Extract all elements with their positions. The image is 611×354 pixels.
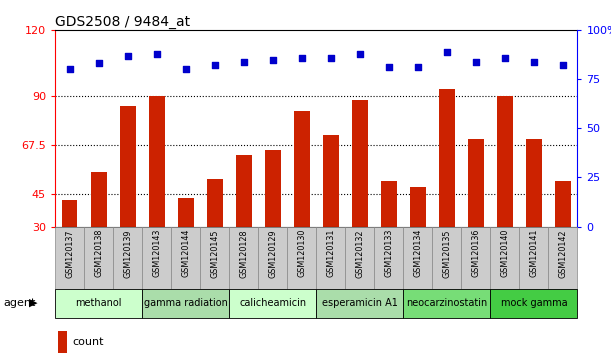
Text: mock gamma: mock gamma [500,298,567,308]
Text: GSM120128: GSM120128 [239,229,248,278]
Text: GSM120141: GSM120141 [529,229,538,278]
Bar [549,227,577,289]
Bar [142,289,229,318]
Bar [236,154,252,292]
Bar [178,198,194,292]
Text: GSM120138: GSM120138 [94,229,103,278]
Point [181,67,191,72]
Text: GSM120129: GSM120129 [268,229,277,278]
Bar [120,107,136,292]
Bar [345,227,374,289]
Text: gamma radiation: gamma radiation [144,298,227,308]
Point [239,59,249,64]
Bar [381,181,397,292]
Point [123,53,133,58]
Bar [352,100,368,292]
Text: GSM120143: GSM120143 [152,229,161,278]
Point [268,57,277,62]
Text: GSM120132: GSM120132 [355,229,364,278]
Point [500,55,510,61]
Point [93,61,103,66]
Bar [57,331,67,353]
Bar [62,200,78,292]
Text: GSM120137: GSM120137 [65,229,74,278]
Bar [490,289,577,318]
Point [413,64,423,70]
Text: GSM120135: GSM120135 [442,229,452,278]
Bar [84,227,113,289]
Point [558,63,568,68]
Bar [497,96,513,292]
Text: GDS2508 / 9484_at: GDS2508 / 9484_at [55,15,190,29]
Bar [90,172,106,292]
Bar [287,227,316,289]
Text: calicheamicin: calicheamicin [239,298,306,308]
Bar [316,289,403,318]
Bar [468,139,484,292]
Text: methanol: methanol [75,298,122,308]
Bar [55,227,84,289]
Text: neocarzinostatin: neocarzinostatin [406,298,488,308]
Bar [519,227,549,289]
Bar [229,227,258,289]
Bar [316,227,345,289]
Text: GSM120136: GSM120136 [471,229,480,278]
Text: GSM120140: GSM120140 [500,229,510,278]
Text: GSM120139: GSM120139 [123,229,132,278]
Bar [403,289,490,318]
Bar [461,227,490,289]
Bar [148,96,164,292]
Bar [258,227,287,289]
Text: GSM120144: GSM120144 [181,229,190,278]
Bar [490,227,519,289]
Text: GSM120131: GSM120131 [326,229,335,278]
Bar [55,289,142,318]
Text: GSM120133: GSM120133 [384,229,393,278]
Bar [526,139,542,292]
Point [355,51,365,57]
Text: count: count [72,337,104,347]
Text: GSM120134: GSM120134 [413,229,422,278]
Point [65,67,75,72]
Bar [410,187,426,292]
Bar [171,227,200,289]
Bar [200,227,229,289]
Point [152,51,161,57]
Point [529,59,539,64]
Text: GSM120142: GSM120142 [558,229,568,278]
Point [442,49,452,55]
Bar [374,227,403,289]
Point [297,55,307,61]
Bar [323,135,338,292]
Text: ▶: ▶ [29,298,38,308]
Bar [294,111,310,292]
Bar [555,181,571,292]
Bar [439,89,455,292]
Bar [265,150,280,292]
Text: GSM120145: GSM120145 [210,229,219,278]
Bar [207,178,222,292]
Point [471,59,481,64]
Text: esperamicin A1: esperamicin A1 [322,298,398,308]
Bar [142,227,171,289]
Point [210,63,219,68]
Bar [113,227,142,289]
Bar [432,227,461,289]
Text: GSM120130: GSM120130 [297,229,306,278]
Point [326,55,335,61]
Bar [403,227,433,289]
Point [384,64,393,70]
Bar [229,289,316,318]
Text: agent: agent [3,298,35,308]
